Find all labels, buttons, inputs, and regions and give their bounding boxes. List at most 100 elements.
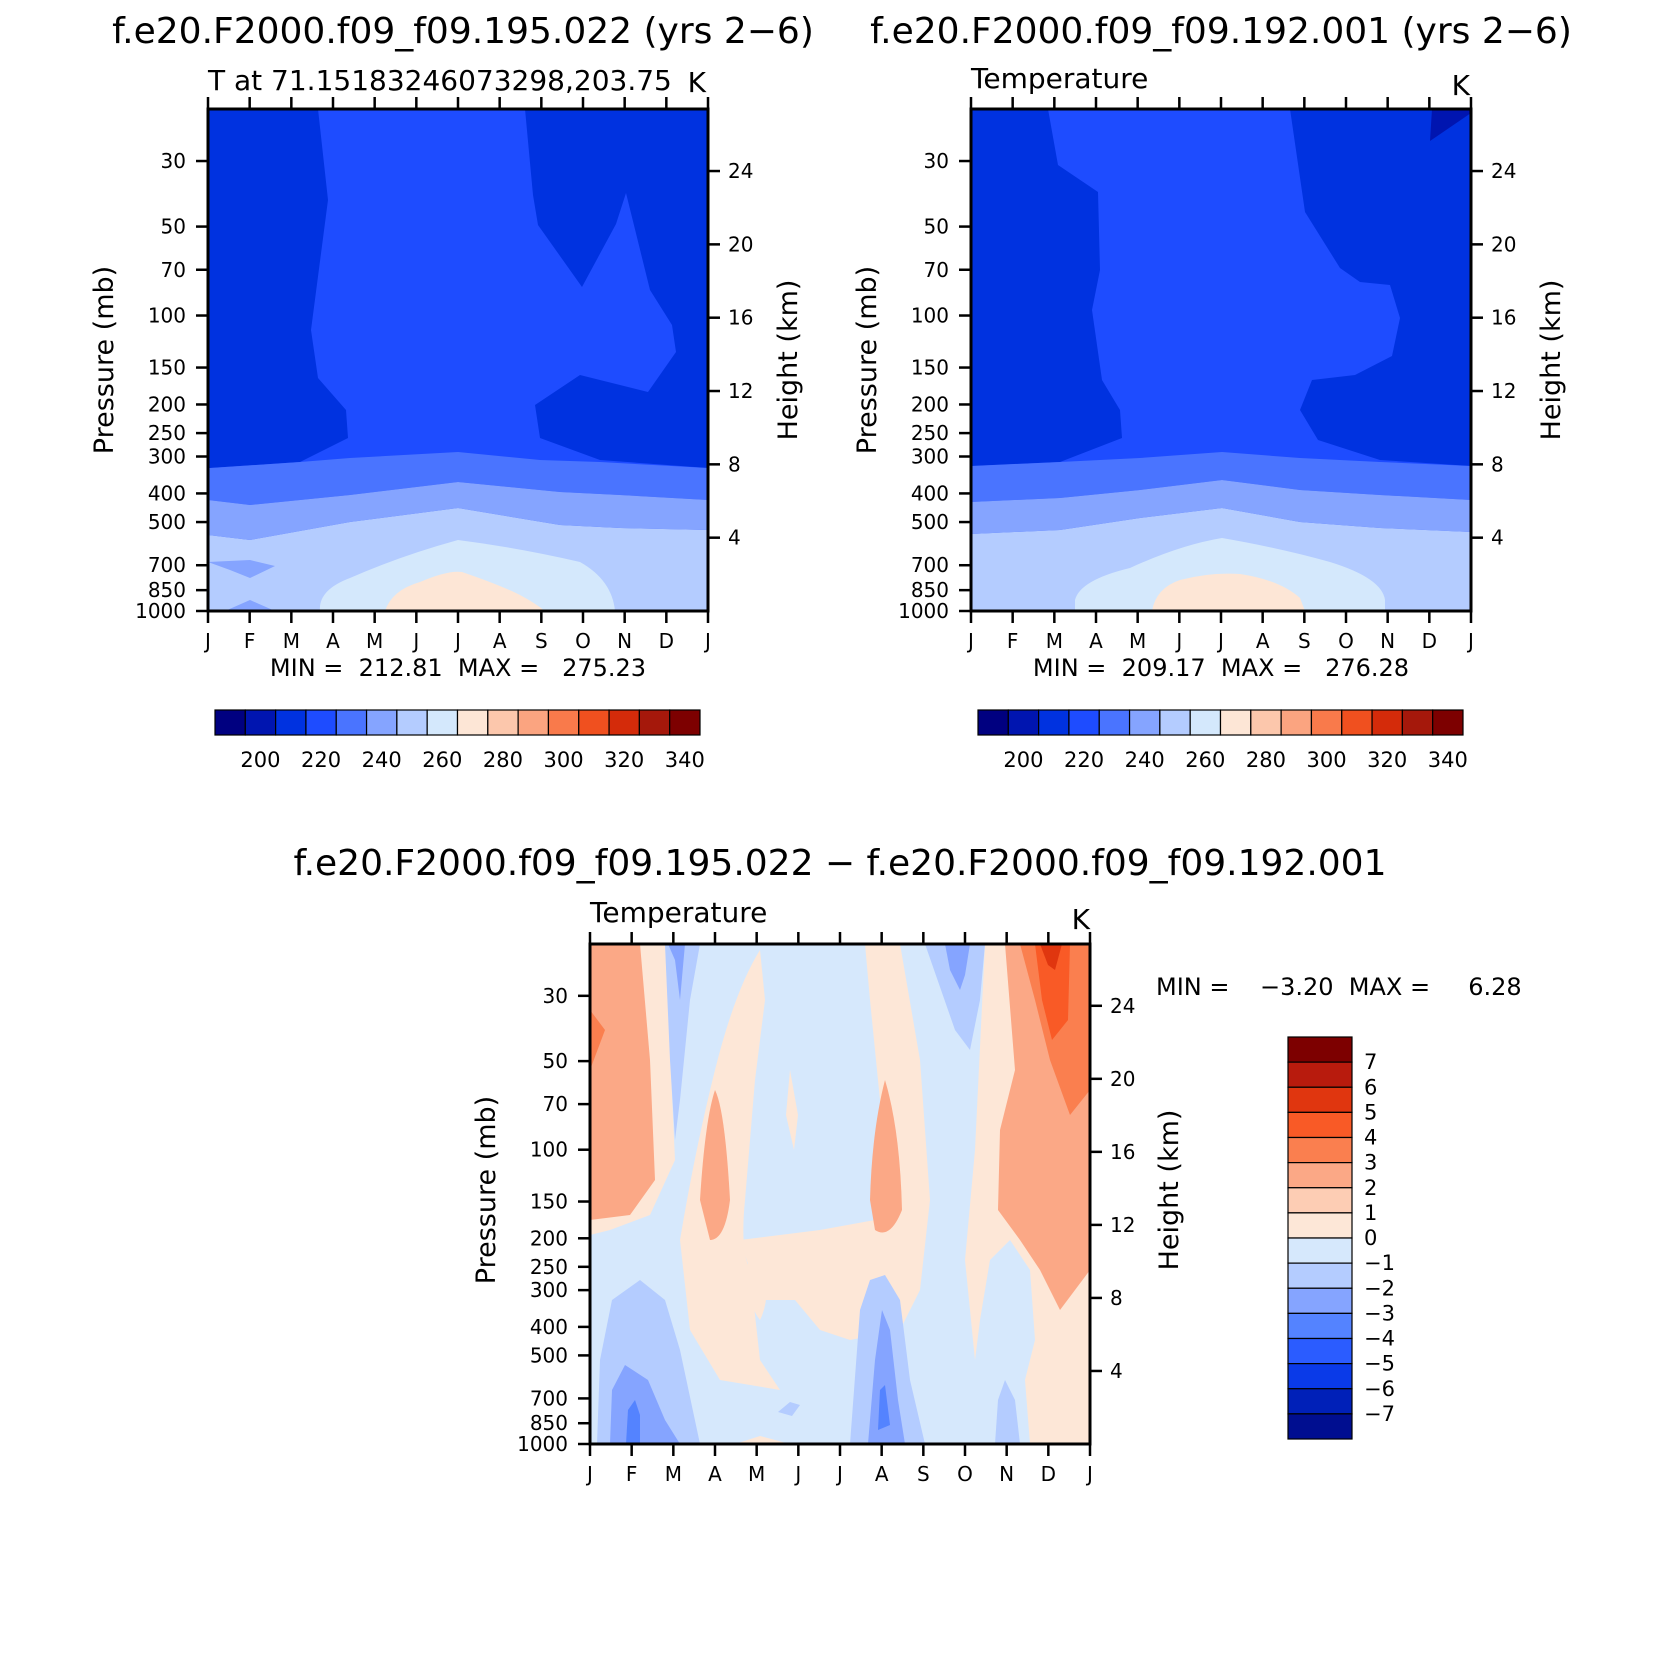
x-tick-label: M — [1046, 629, 1063, 653]
panel-3-contour-neg-lower-left-3 — [626, 1400, 640, 1444]
colorbar-swatch — [1371, 709, 1403, 736]
x-tick-label: J — [835, 1462, 843, 1486]
colorbar-swatch — [1287, 1061, 1353, 1088]
y-right-tick-label: 12 — [1110, 1213, 1135, 1237]
y-tick-label: 500 — [148, 510, 186, 534]
y-right-tick-label: 4 — [728, 526, 741, 550]
x-tick-label: A — [326, 629, 340, 653]
colorbar-label: 240 — [362, 748, 402, 772]
colorbar-swatch — [1287, 1337, 1353, 1365]
panel-3-contour-neg-lower-right — [995, 1380, 1020, 1444]
y-right-tick-label: 4 — [1110, 1359, 1123, 1383]
panel-2-subtitle: Temperature — [970, 62, 1148, 95]
colorbar-label: 300 — [544, 748, 584, 772]
panel-3-contour-neg-upper-right-2 — [945, 944, 970, 990]
x-tick-label: J — [203, 629, 211, 653]
colorbar-label: 220 — [1064, 748, 1104, 772]
y-tick-label: 200 — [911, 392, 949, 416]
x-tick-label: J — [1216, 629, 1224, 653]
x-tick-label: M — [748, 1462, 765, 1486]
colorbar-swatch — [1280, 709, 1313, 736]
colorbar-label: 6 — [1364, 1075, 1377, 1099]
panel-3-contour-pos-center — [740, 944, 930, 1340]
x-tick-label: O — [1338, 629, 1354, 653]
panel-3-contour-pos-center-2 — [870, 1080, 902, 1233]
panel-2-colorbar: 200 220 240 260 280 300 320 340 — [977, 709, 1468, 772]
y-right-tick-label: 16 — [1491, 306, 1516, 330]
y-tick-label: 700 — [911, 553, 949, 577]
colorbar-label: 3 — [1364, 1151, 1377, 1175]
x-tick-label: F — [1007, 629, 1019, 653]
y-right-tick-label: 24 — [1491, 159, 1516, 183]
colorbar-label: −2 — [1364, 1276, 1395, 1300]
panel-1-stats: MIN = 212.81 MAX = 275.23 — [270, 654, 646, 682]
y-tick-label: 1000 — [517, 1432, 568, 1456]
x-tick-label: J — [703, 629, 711, 653]
x-tick-label: N — [617, 629, 632, 653]
x-tick-label: A — [493, 629, 507, 653]
panel-1-contour-260-dip — [208, 560, 275, 578]
y-right-tick-label: 24 — [728, 159, 753, 183]
colorbar-swatch — [1287, 1086, 1353, 1113]
panel-3-contour-pos-surface — [735, 1436, 790, 1444]
x-tick-label: J — [411, 629, 419, 653]
colorbar-swatch — [977, 709, 1009, 736]
panel-2-title: f.e20.F2000.f09_f09.192.001 (yrs 2−6) — [870, 11, 1572, 52]
colorbar-label: 5 — [1364, 1100, 1377, 1124]
y-right-tick-label: 8 — [728, 452, 741, 476]
x-tick-label: M — [1129, 629, 1146, 653]
x-tick-label: S — [535, 629, 548, 653]
colorbar-label: 280 — [1246, 748, 1286, 772]
colorbar-swatch — [365, 709, 398, 736]
y-tick-label: 500 — [911, 510, 949, 534]
colorbar-swatch — [1287, 1212, 1353, 1239]
colorbar-swatch — [608, 709, 640, 736]
x-tick-label: F — [626, 1462, 638, 1486]
colorbar-swatch — [305, 709, 337, 736]
panel-3-contour-pos-mid-left-2 — [700, 1090, 730, 1240]
x-tick-label: O — [575, 629, 591, 653]
panel-3-subtitle: Temperature — [589, 896, 767, 929]
x-tick-label: S — [1298, 629, 1311, 653]
y-right-tick-label: 24 — [1110, 994, 1135, 1018]
colorbar-label: 200 — [1003, 748, 1043, 772]
x-tick-label: D — [659, 629, 674, 653]
colorbar-swatch — [638, 709, 671, 736]
colorbar-swatch — [335, 709, 368, 736]
colorbar-swatch — [1250, 709, 1282, 736]
panel-3-contour-neg-lower-mid-2 — [868, 1310, 905, 1444]
colorbar-swatch — [1287, 1111, 1353, 1139]
colorbar-swatch — [1219, 709, 1252, 736]
colorbar-swatch — [517, 709, 550, 736]
y-tick-label: 1000 — [898, 599, 949, 623]
y-tick-label: 300 — [911, 445, 949, 469]
colorbar-swatch — [1287, 1363, 1353, 1390]
panel-3-plot — [590, 944, 1090, 1444]
y-tick-label: 300 — [148, 445, 186, 469]
panel-2-contour-cold-right — [1290, 109, 1471, 466]
panel-3-contour-pos-mid-left — [680, 950, 780, 1390]
x-tick-label: D — [1422, 629, 1437, 653]
y-tick-label: 850 — [148, 578, 186, 602]
colorbar-swatch — [669, 709, 701, 736]
y-tick-label: 1000 — [135, 599, 186, 623]
x-tick-label: J — [453, 629, 461, 653]
colorbar-label: −1 — [1364, 1251, 1395, 1275]
panel-2-units: K — [1452, 69, 1471, 102]
colorbar-swatch — [275, 709, 307, 736]
y-tick-label: 400 — [148, 481, 186, 505]
y-tick-label: 50 — [924, 215, 949, 239]
colorbar-label: 260 — [422, 748, 462, 772]
y-tick-label: 100 — [148, 304, 186, 328]
y-tick-label: 100 — [911, 304, 949, 328]
panel-2-stats: MIN = 209.17 MAX = 276.28 — [1033, 654, 1409, 682]
colorbar-swatch — [1128, 709, 1161, 736]
x-tick-label: J — [1174, 629, 1182, 653]
panel-2-contour-280 — [1152, 573, 1305, 611]
panel-1-contour-cold-left — [208, 109, 348, 468]
y-tick-label: 50 — [543, 1049, 568, 1073]
x-tick-label: J — [585, 1462, 593, 1486]
